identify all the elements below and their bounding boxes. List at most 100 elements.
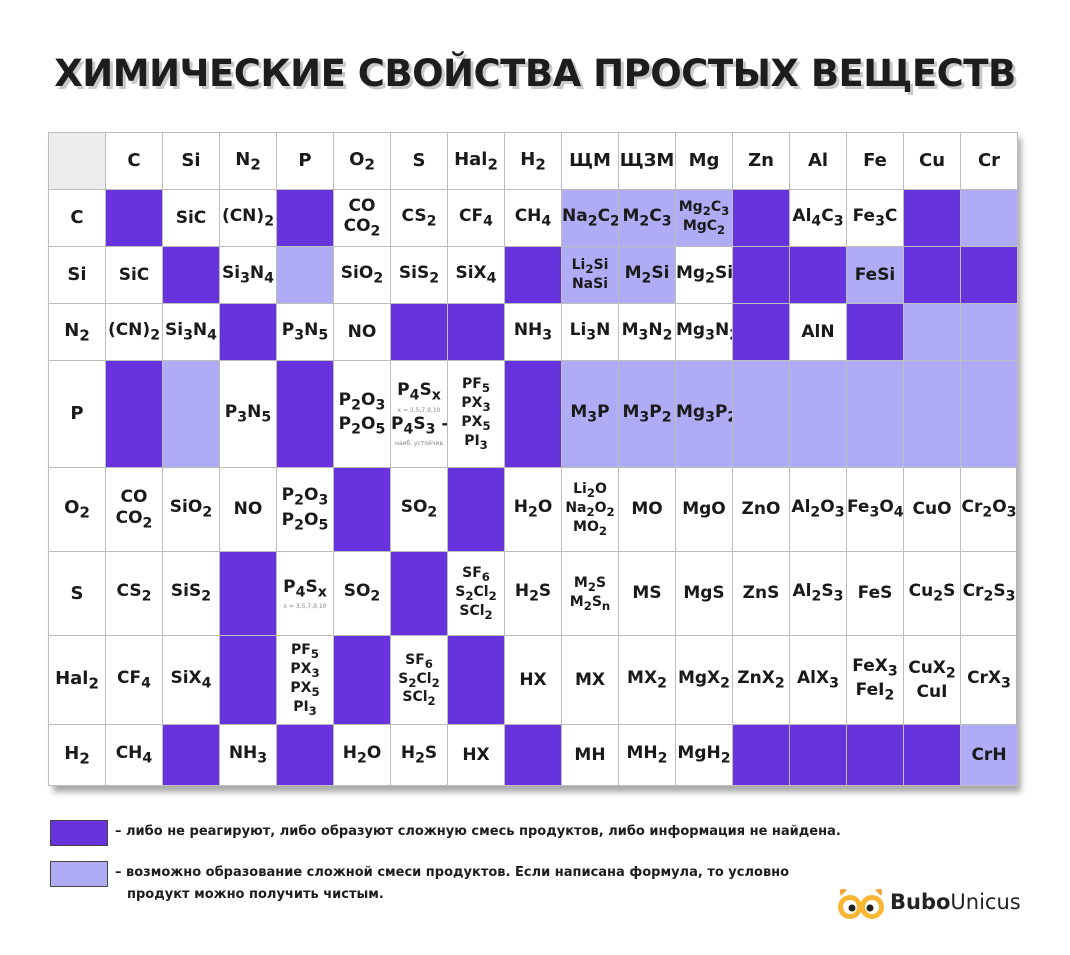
owl-eyes-icon xyxy=(838,888,884,919)
formula: P4Sx xyxy=(283,576,327,601)
table-cell xyxy=(333,635,391,725)
table-cell xyxy=(105,360,163,468)
table-cell: Mg2C3 MgC2 xyxy=(675,189,733,247)
formula: P2O3 xyxy=(281,485,329,509)
formula: Fe3C xyxy=(852,205,898,230)
column-header: Al xyxy=(789,132,847,190)
table-cell xyxy=(732,303,790,361)
table-cell xyxy=(732,360,790,468)
table-cell: MO xyxy=(618,467,676,552)
formula: CS2 xyxy=(401,205,437,230)
formula: Cu2S xyxy=(908,581,956,605)
table-cell: M2S M2Sn xyxy=(561,551,619,636)
formula: H2O xyxy=(342,742,382,767)
formula: MgH2 xyxy=(677,742,731,767)
formula: Al2O3 xyxy=(791,497,845,521)
formula: Si3N4 xyxy=(221,262,275,287)
table-cell: Fe3C xyxy=(846,189,904,247)
formula: AlN xyxy=(801,321,835,342)
table-cell: H2S xyxy=(504,551,562,636)
table-cell xyxy=(276,246,334,304)
formula: MH2 xyxy=(626,742,668,767)
row-header: Hal2 xyxy=(48,635,106,725)
table-row: Si SiC Si3N4 SiO2 SiS2 SiX4 Li2Si NaSi M2Si Mg2Si… xyxy=(48,246,1018,304)
formula: MgS xyxy=(683,583,725,604)
reactions-table-wrapper: C Si N2 P O2 S Hal2 H2 ЩМ ЩЗМ Mg Zn Al Fe Cu Cr C SiC (CN… xyxy=(48,132,1018,786)
table-cell xyxy=(903,303,961,361)
column-header: Fe xyxy=(846,132,904,190)
row-header: S xyxy=(48,551,106,636)
table-cell: SiO2 xyxy=(162,467,220,552)
formula: SF6 xyxy=(462,565,490,585)
table-cell xyxy=(789,360,847,468)
row-header: H2 xyxy=(48,724,106,786)
formula: SF6 xyxy=(405,651,433,671)
formula: Mg2Si xyxy=(676,262,733,287)
formula: Li3N xyxy=(569,319,611,344)
formula-note: наиб. устойчив xyxy=(395,440,443,448)
formula: NH3 xyxy=(228,742,268,767)
row-header: N2 xyxy=(48,303,106,361)
table-cell: Fe3O4 xyxy=(846,467,904,552)
formula: H2S xyxy=(400,742,438,767)
table-cell: H2S xyxy=(390,724,448,786)
table-cell xyxy=(846,360,904,468)
table-cell: ZnX2 xyxy=(732,635,790,725)
formula: Fe3O4 xyxy=(847,497,904,521)
formula: Na2O2 xyxy=(565,500,615,519)
formula: SiO2 xyxy=(340,262,384,287)
formula: Si3N4 xyxy=(164,319,218,344)
table-cell xyxy=(162,246,220,304)
table-cell: SiX4 xyxy=(447,246,505,304)
table-cell: Li3N xyxy=(561,303,619,361)
table-cell: NH3 xyxy=(219,724,277,786)
table-cell: SiC xyxy=(105,246,163,304)
table-cell: P2O3 P2O5 xyxy=(276,467,334,552)
table-cell: MH xyxy=(561,724,619,786)
column-header: H2 xyxy=(504,132,562,190)
column-header: N2 xyxy=(219,132,277,190)
table-cell: Li2O Na2O2 MO2 xyxy=(561,467,619,552)
table-cell: SF6 S2Cl2 SCl2 xyxy=(447,551,505,636)
formula: P2O5 xyxy=(338,414,386,438)
table-cell: M3P xyxy=(561,360,619,468)
legend-light-text-line2: продукт можно получить чистым. xyxy=(127,887,384,902)
formula: ZnS xyxy=(742,583,780,604)
brand-name-bold: Bubo xyxy=(890,890,951,914)
formula: S2Cl2 xyxy=(398,670,440,690)
table-cell xyxy=(903,189,961,247)
column-header: Cr xyxy=(960,132,1018,190)
formula: MX xyxy=(574,669,606,690)
formula: SiO2 xyxy=(169,497,213,521)
formula: SCl2 xyxy=(459,602,493,622)
table-cell xyxy=(960,360,1018,468)
formula: M2Sn xyxy=(569,593,611,613)
table-cell xyxy=(732,189,790,247)
row-header: O2 xyxy=(48,467,106,552)
formula: P4S3 - xyxy=(391,414,448,438)
formula: M2C3 xyxy=(622,205,672,230)
formula: PF5 xyxy=(291,642,319,662)
table-cell: HX xyxy=(447,724,505,786)
formula: Na2C2 xyxy=(562,205,618,230)
formula: NO xyxy=(347,321,377,342)
table-cell: SiS2 xyxy=(162,551,220,636)
legend-light-swatch xyxy=(50,861,108,887)
formula: Li2O xyxy=(573,481,607,501)
table-cell: HX xyxy=(504,635,562,725)
table-cell: NH3 xyxy=(504,303,562,361)
table-cell: SO2 xyxy=(333,551,391,636)
table-cell: MS xyxy=(618,551,676,636)
formula: PX3 xyxy=(290,661,320,680)
table-cell: FeSi xyxy=(846,246,904,304)
table-cell xyxy=(447,467,505,552)
formula: PF5 xyxy=(462,376,490,396)
table-cell xyxy=(903,724,961,786)
brand-name: BuboUnicus xyxy=(890,890,1021,914)
formula: MH xyxy=(574,744,606,765)
table-cell: Mg3N2 xyxy=(675,303,733,361)
formula: AlX3 xyxy=(797,667,839,692)
table-cell: CO CO2 xyxy=(333,189,391,247)
formula: MgX2 xyxy=(677,667,731,692)
